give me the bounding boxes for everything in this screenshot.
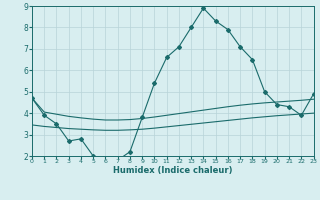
X-axis label: Humidex (Indice chaleur): Humidex (Indice chaleur) bbox=[113, 166, 233, 175]
